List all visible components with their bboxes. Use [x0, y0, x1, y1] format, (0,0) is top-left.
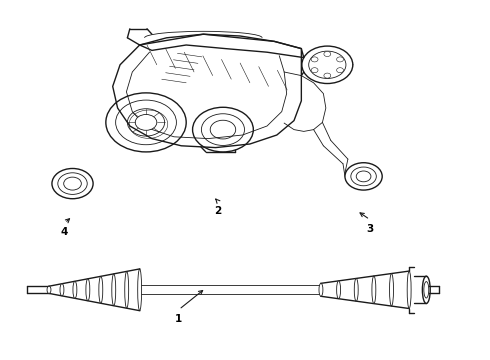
Ellipse shape [345, 163, 382, 190]
Ellipse shape [390, 274, 393, 306]
Ellipse shape [112, 274, 116, 306]
Ellipse shape [47, 286, 51, 293]
Ellipse shape [324, 51, 331, 57]
Ellipse shape [86, 279, 90, 301]
Ellipse shape [337, 68, 343, 73]
Ellipse shape [138, 269, 142, 311]
Ellipse shape [311, 68, 318, 73]
Ellipse shape [337, 57, 343, 62]
Ellipse shape [135, 114, 157, 130]
Ellipse shape [106, 93, 186, 152]
Ellipse shape [337, 281, 341, 299]
Ellipse shape [319, 283, 323, 296]
Ellipse shape [324, 73, 331, 78]
Ellipse shape [99, 276, 103, 303]
Text: 1: 1 [175, 314, 182, 324]
Text: 3: 3 [367, 224, 373, 234]
Ellipse shape [372, 276, 376, 303]
Text: 2: 2 [215, 206, 221, 216]
Ellipse shape [193, 107, 253, 152]
Ellipse shape [302, 46, 353, 84]
Ellipse shape [311, 57, 318, 62]
Ellipse shape [73, 281, 77, 298]
Ellipse shape [354, 278, 358, 301]
Ellipse shape [125, 271, 129, 308]
Text: 4: 4 [61, 227, 69, 237]
Ellipse shape [407, 271, 411, 309]
Ellipse shape [52, 168, 93, 199]
Ellipse shape [60, 284, 64, 296]
